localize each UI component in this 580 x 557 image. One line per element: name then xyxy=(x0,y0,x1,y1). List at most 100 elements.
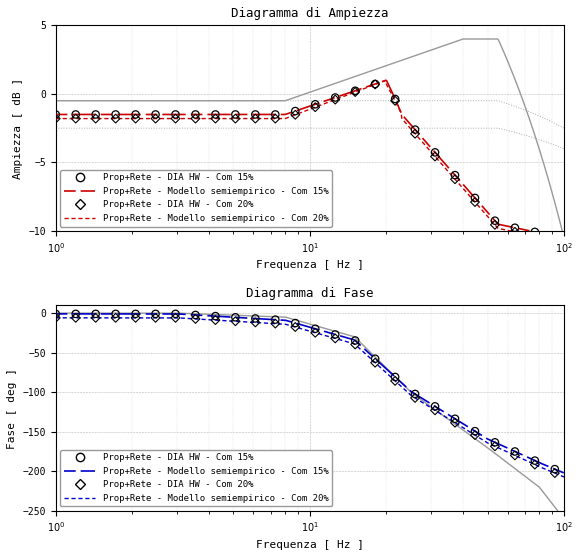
Point xyxy=(191,310,200,319)
Point xyxy=(510,451,520,460)
Point xyxy=(171,314,180,323)
Point xyxy=(331,93,340,102)
Point xyxy=(191,114,200,123)
Point xyxy=(430,402,440,411)
Point xyxy=(510,227,520,236)
Point xyxy=(450,418,459,427)
Legend: Prop+Rete - DIA HW - Com 15%, Prop+Rete - Modello semiempirico - Com 15%, Prop+R: Prop+Rete - DIA HW - Com 15%, Prop+Rete … xyxy=(60,449,332,506)
Point xyxy=(291,319,300,328)
Point xyxy=(91,310,100,319)
Point xyxy=(111,314,120,323)
Point xyxy=(131,110,140,119)
Point xyxy=(490,221,499,229)
Point xyxy=(390,95,400,104)
Y-axis label: Ampiezza [ dB ]: Ampiezza [ dB ] xyxy=(13,77,23,179)
Point xyxy=(411,393,420,402)
Point xyxy=(151,310,160,319)
Point xyxy=(131,314,140,323)
Point xyxy=(71,110,80,119)
Point xyxy=(390,373,400,382)
Point xyxy=(151,314,160,323)
Point xyxy=(411,389,420,398)
Point xyxy=(411,125,420,134)
Point xyxy=(350,87,360,96)
Point xyxy=(51,314,60,323)
Point xyxy=(171,114,180,123)
Point xyxy=(470,193,480,202)
Point xyxy=(450,414,459,423)
Point xyxy=(291,106,300,115)
Point xyxy=(490,438,499,447)
Point xyxy=(490,216,499,225)
Point xyxy=(530,227,539,236)
Point xyxy=(171,110,180,119)
Point xyxy=(131,114,140,123)
Point xyxy=(550,232,560,241)
Point xyxy=(71,114,80,123)
Title: Diagramma di Ampiezza: Diagramma di Ampiezza xyxy=(231,7,389,20)
Point xyxy=(470,427,480,436)
Point xyxy=(331,95,340,104)
Point xyxy=(51,114,60,123)
Point xyxy=(411,129,420,138)
Point xyxy=(231,110,240,119)
Point xyxy=(550,465,560,473)
Point xyxy=(251,314,260,323)
Point xyxy=(350,336,360,345)
Point xyxy=(231,114,240,123)
Point xyxy=(510,447,520,456)
Point xyxy=(171,310,180,319)
Point xyxy=(211,312,220,321)
Point xyxy=(51,110,60,119)
Point xyxy=(530,232,539,241)
Title: Diagramma di Fase: Diagramma di Fase xyxy=(246,287,374,300)
Point xyxy=(291,110,300,119)
Point xyxy=(91,114,100,123)
Point xyxy=(251,110,260,119)
Point xyxy=(231,317,240,326)
Point xyxy=(271,319,280,328)
Point xyxy=(350,86,360,95)
Point xyxy=(311,102,320,111)
Point xyxy=(191,110,200,119)
Point xyxy=(111,114,120,123)
Point xyxy=(371,80,380,89)
Point xyxy=(271,315,280,324)
Legend: Prop+Rete - DIA HW - Com 15%, Prop+Rete - Modello semiempirico - Com 15%, Prop+R: Prop+Rete - DIA HW - Com 15%, Prop+Rete … xyxy=(60,170,332,227)
Point xyxy=(510,223,520,232)
Point xyxy=(91,314,100,323)
Point xyxy=(331,330,340,339)
Point xyxy=(271,110,280,119)
Point xyxy=(550,468,560,477)
Point xyxy=(71,314,80,323)
Point xyxy=(430,406,440,415)
Point xyxy=(530,456,539,465)
Point xyxy=(450,170,459,179)
Point xyxy=(131,310,140,319)
Point xyxy=(490,442,499,451)
Point xyxy=(390,96,400,105)
Point xyxy=(151,114,160,123)
X-axis label: Frequenza [ Hz ]: Frequenza [ Hz ] xyxy=(256,260,364,270)
Point xyxy=(430,148,440,157)
Y-axis label: Fase [ deg ]: Fase [ deg ] xyxy=(7,368,17,448)
Point xyxy=(211,316,220,325)
Point xyxy=(390,377,400,385)
Point xyxy=(550,236,560,245)
Point xyxy=(470,431,480,439)
Point xyxy=(371,358,380,367)
Point xyxy=(111,110,120,119)
Point xyxy=(111,310,120,319)
Point xyxy=(430,152,440,161)
Point xyxy=(470,198,480,207)
X-axis label: Frequenza [ Hz ]: Frequenza [ Hz ] xyxy=(256,540,364,550)
Point xyxy=(71,310,80,319)
Point xyxy=(331,334,340,343)
Point xyxy=(211,110,220,119)
Point xyxy=(311,324,320,333)
Point xyxy=(311,328,320,337)
Point xyxy=(271,114,280,123)
Point xyxy=(450,175,459,184)
Point xyxy=(251,114,260,123)
Point xyxy=(211,114,220,123)
